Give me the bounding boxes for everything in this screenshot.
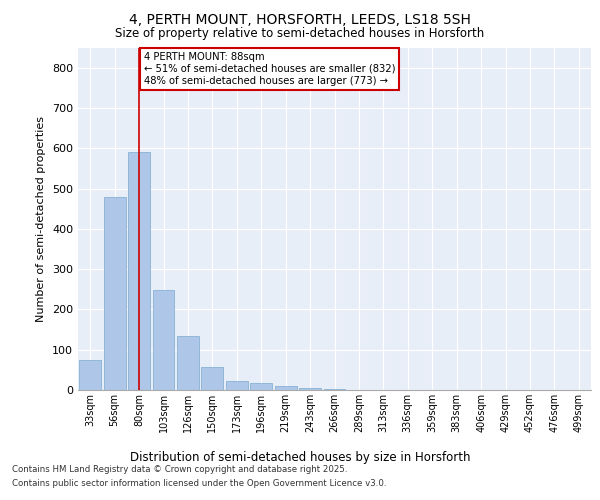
Bar — [104, 198, 125, 390]
Bar — [177, 336, 199, 390]
Bar — [226, 380, 248, 390]
Bar — [202, 366, 223, 390]
Bar — [79, 360, 101, 390]
Bar — [275, 386, 296, 390]
Bar — [128, 152, 150, 390]
Bar — [323, 389, 346, 390]
Text: Contains HM Land Registry data © Crown copyright and database right 2025.: Contains HM Land Registry data © Crown c… — [12, 466, 347, 474]
Bar — [152, 290, 175, 390]
Text: 4, PERTH MOUNT, HORSFORTH, LEEDS, LS18 5SH: 4, PERTH MOUNT, HORSFORTH, LEEDS, LS18 5… — [129, 12, 471, 26]
Text: 4 PERTH MOUNT: 88sqm
← 51% of semi-detached houses are smaller (832)
48% of semi: 4 PERTH MOUNT: 88sqm ← 51% of semi-detac… — [144, 52, 395, 86]
Bar — [250, 382, 272, 390]
Text: Contains public sector information licensed under the Open Government Licence v3: Contains public sector information licen… — [12, 479, 386, 488]
Bar — [299, 388, 321, 390]
Text: Distribution of semi-detached houses by size in Horsforth: Distribution of semi-detached houses by … — [130, 451, 470, 464]
Text: Size of property relative to semi-detached houses in Horsforth: Size of property relative to semi-detach… — [115, 28, 485, 40]
Y-axis label: Number of semi-detached properties: Number of semi-detached properties — [37, 116, 46, 322]
